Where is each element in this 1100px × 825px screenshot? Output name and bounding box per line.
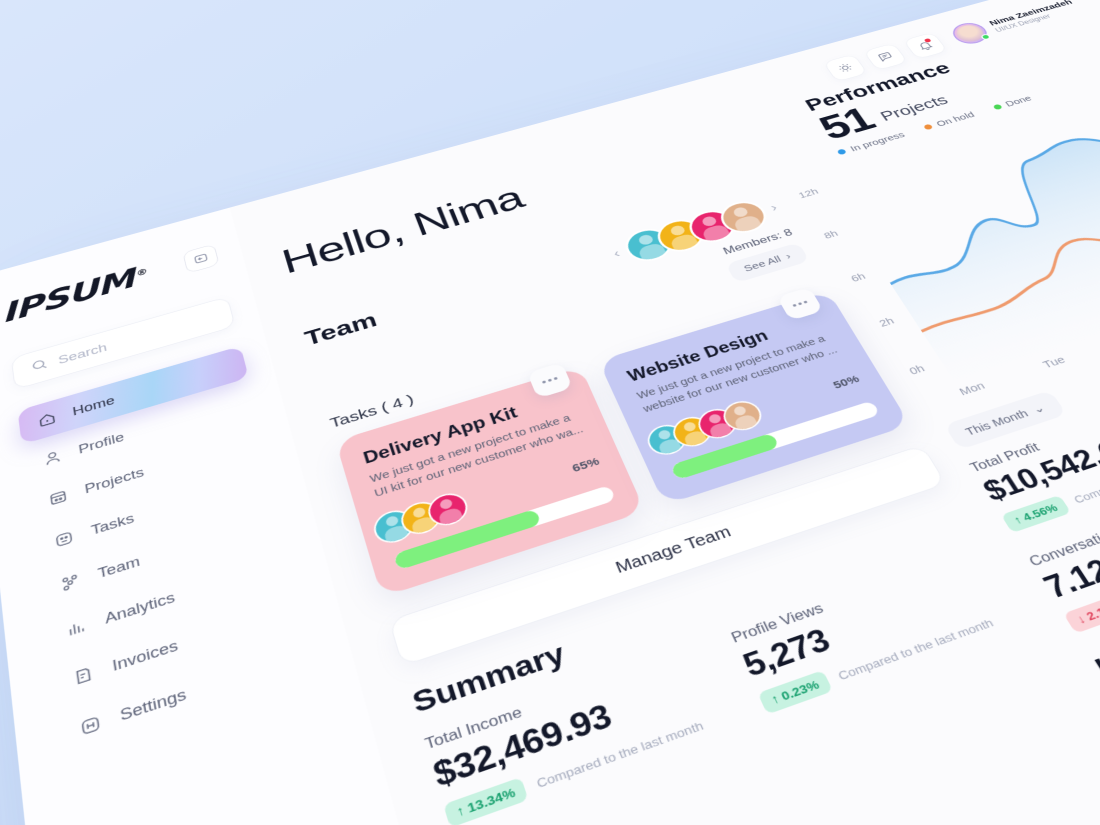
- content-columns: Team ‹ › Members: 8: [302, 83, 1100, 825]
- avatar-image: [952, 22, 988, 44]
- sidebar-item-label: Projects: [83, 464, 145, 496]
- chart-plot: [824, 87, 1100, 384]
- search-icon: [30, 356, 49, 376]
- chat-bubble-icon[interactable]: [863, 42, 909, 71]
- y-tick: 8h: [822, 228, 841, 242]
- x-tick: Mon: [956, 379, 988, 399]
- chart-area: 12h 8h 6h 2h 0h: [795, 87, 1100, 394]
- sidebar-item-label: Home: [71, 393, 116, 418]
- chevron-down-icon: ⌄: [1029, 401, 1048, 417]
- team-title: Team: [302, 308, 380, 351]
- bar-chart-icon: [63, 614, 91, 642]
- bell-icon[interactable]: [902, 31, 949, 60]
- x-tick: Tue: [1040, 353, 1068, 371]
- user-icon: [40, 446, 66, 470]
- y-tick: 0h: [907, 362, 928, 378]
- search-placeholder: Search: [57, 340, 108, 367]
- sidebar-item-label: Profile: [77, 429, 126, 457]
- invoice-icon: [69, 661, 98, 691]
- sun-icon[interactable]: [823, 53, 869, 82]
- app-logo[interactable]: IPSUM®: [5, 259, 148, 329]
- team-icon: [56, 569, 84, 596]
- collapse-panel-icon[interactable]: [182, 243, 220, 274]
- checklist-icon: [51, 526, 78, 552]
- logo-trademark: ®: [136, 266, 147, 279]
- sidebar-item-label: Settings: [118, 685, 188, 724]
- sidebar-nav: Home Profile Projects: [17, 345, 324, 760]
- sidebar-item-label: Tasks: [90, 510, 136, 538]
- sidebar-item-label: Analytics: [103, 589, 177, 627]
- folder-icon: [45, 485, 71, 510]
- chart-area-fill: [840, 110, 1100, 384]
- settings-icon: [76, 710, 106, 741]
- chevron-right-icon: ›: [783, 251, 793, 262]
- y-tick: 6h: [848, 270, 868, 285]
- avatar[interactable]: [947, 19, 993, 47]
- performance-column: 12h 8h 6h 2h 0h: [793, 83, 1100, 765]
- performance-chart[interactable]: 12h 8h 6h 2h 0h: [793, 83, 1100, 408]
- see-all-label: See All: [741, 254, 783, 274]
- period-label: This Month: [962, 407, 1031, 439]
- sidebar-item-label: Invoices: [111, 636, 180, 674]
- home-icon: [34, 408, 59, 431]
- logo-text: IPSUM: [4, 261, 138, 329]
- chart-svg: [824, 87, 1100, 384]
- task-percent: 50%: [831, 373, 862, 392]
- online-status-dot: [980, 33, 992, 41]
- y-tick: 2h: [877, 315, 897, 330]
- main-content: Nima Zaeimzadeh UI/UX Designer Hello, Ni…: [230, 0, 1100, 825]
- task-percent: 65%: [570, 455, 602, 476]
- sidebar-item-label: Team: [96, 553, 141, 581]
- legend-label: Done: [1003, 93, 1034, 109]
- chevron-left-icon[interactable]: ‹: [611, 247, 623, 261]
- chevron-right-icon[interactable]: ›: [768, 201, 780, 214]
- y-tick: 12h: [796, 186, 821, 201]
